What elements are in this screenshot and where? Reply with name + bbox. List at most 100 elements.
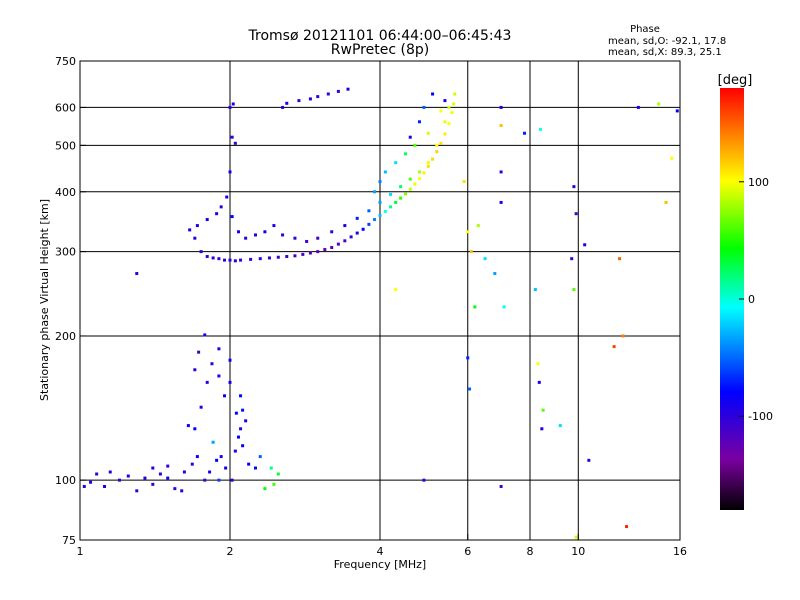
y-tick-label: 750 [55, 55, 76, 68]
y-axis-label: Stationary phase Virtual Height [km] [38, 199, 51, 401]
echo-point [408, 177, 412, 181]
colorbar-tick-label: 0 [748, 293, 755, 306]
echo-point [297, 99, 301, 103]
echo-point [462, 180, 466, 184]
echo-point [499, 200, 503, 204]
echo-point [394, 288, 398, 292]
echo-point [450, 111, 454, 115]
echo-point [403, 192, 407, 196]
echo-point [537, 380, 541, 384]
data-points [82, 87, 679, 539]
echo-point [443, 99, 447, 103]
echo-point [361, 227, 365, 231]
echo-point [190, 462, 194, 466]
echo-point [657, 102, 661, 106]
echo-point [228, 105, 232, 109]
echo-point [355, 231, 359, 235]
echo-point [435, 143, 439, 147]
echo-point [166, 476, 170, 480]
echo-point [541, 408, 545, 412]
echo-point [293, 236, 297, 240]
echo-point [618, 257, 622, 261]
echo-point [281, 233, 285, 237]
echo-point [182, 470, 186, 474]
echo-point [230, 135, 234, 139]
echo-point [422, 478, 426, 482]
echo-point [378, 180, 382, 184]
echo-point [228, 258, 232, 262]
echo-point [258, 455, 262, 459]
echo-point [473, 305, 477, 309]
echo-point [215, 458, 219, 462]
echo-point [253, 466, 257, 470]
echo-point [186, 424, 190, 428]
echo-point [272, 482, 276, 486]
echo-point [636, 105, 640, 109]
echo-point [258, 257, 262, 261]
echo-point [539, 127, 543, 131]
echo-point [330, 245, 334, 249]
echo-point [523, 131, 527, 135]
echo-point [499, 484, 503, 488]
echo-point [447, 105, 451, 109]
echo-point [346, 87, 350, 91]
echo-point [439, 109, 443, 113]
echo-point [583, 243, 587, 247]
echo-point [431, 92, 435, 96]
y-axis-ticks: 75 100 200 300 400 500 600 750 [55, 55, 86, 547]
echo-point [217, 347, 221, 351]
echo-point [217, 374, 221, 378]
y-tick-label: 75 [62, 534, 76, 547]
echo-point [383, 170, 387, 174]
echo-point [426, 161, 430, 165]
echo-point [239, 427, 243, 431]
echo-point [443, 132, 447, 136]
echo-point [493, 272, 497, 276]
echo-point [126, 474, 130, 478]
echo-point [263, 487, 267, 491]
echo-point [383, 209, 387, 213]
echo-point [117, 478, 121, 482]
x-axis-ticks: 1 2 4 6 8 10 16 [77, 534, 687, 558]
echo-point [443, 120, 447, 124]
grid-lines [80, 61, 680, 540]
echo-point [426, 164, 430, 168]
echo-point [233, 259, 237, 263]
echo-point [533, 288, 537, 292]
echo-point [269, 466, 273, 470]
echo-point [326, 92, 330, 96]
echo-point [413, 143, 417, 147]
phase-stats-x: mean, sd,X: 89.3, 25.1 [608, 47, 722, 58]
echo-point [285, 101, 289, 105]
echo-point [276, 472, 280, 476]
y-tick-label: 400 [55, 186, 76, 199]
echo-point [224, 466, 228, 470]
echo-point [452, 102, 456, 106]
x-tick-label: 4 [377, 545, 384, 558]
echo-point [308, 97, 312, 101]
echo-point [367, 222, 371, 226]
echo-point [316, 250, 320, 254]
echo-point [276, 255, 280, 259]
echo-point [293, 254, 297, 258]
echo-point [211, 440, 215, 444]
echo-point [466, 356, 470, 360]
echo-point [373, 190, 377, 194]
echo-point [253, 233, 257, 237]
echo-point [476, 224, 480, 228]
echo-point [228, 358, 232, 362]
echo-point [210, 362, 214, 366]
echo-point [217, 478, 221, 482]
echo-point [378, 200, 382, 204]
echo-point [336, 89, 340, 93]
echo-point [236, 435, 240, 439]
echo-point [211, 256, 215, 260]
echo-point [195, 455, 199, 459]
echo-point [367, 209, 371, 213]
echo-point [435, 150, 439, 154]
echo-point [230, 478, 234, 482]
y-tick-label: 100 [55, 474, 76, 487]
echo-point [103, 484, 107, 488]
echo-point [143, 476, 147, 480]
